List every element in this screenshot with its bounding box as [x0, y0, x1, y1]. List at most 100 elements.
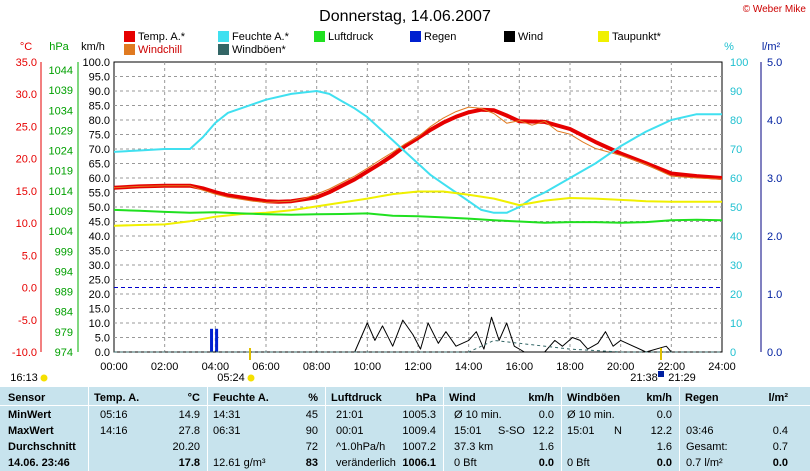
temp-value: 20.20	[172, 441, 200, 453]
humidity-unit-header: %	[308, 392, 318, 404]
wind-value: 0.0	[538, 409, 554, 421]
divider	[443, 387, 444, 471]
wind-tick-label: 20.0	[89, 289, 110, 301]
pressure-tick-label: 1039	[49, 85, 73, 97]
temp-tick-label: -5.0	[18, 315, 37, 327]
humidity-value: 90	[305, 425, 318, 437]
time-tick-label: 18:00	[556, 361, 584, 373]
sunset-time: 21:38	[630, 372, 658, 384]
wind-tick-label: 85.0	[89, 101, 110, 113]
weather-chart: Donnerstag, 14.06.2007 © Weber Mike Temp. …	[10, 4, 806, 384]
time-tick-label: 16:00	[506, 361, 534, 373]
pressure-tick-label: 974	[55, 347, 73, 359]
wind-tick-label: 80.0	[89, 115, 110, 127]
humidity-tick-label: 0	[730, 347, 736, 359]
legend-swatch	[124, 44, 135, 55]
temp-tick-label: 25.0	[16, 121, 37, 133]
rain-value: 0.7	[772, 441, 788, 453]
gust-value: 1.6	[656, 441, 672, 453]
pressure-tick-label: 999	[55, 246, 73, 258]
wind-tick-label: 90.0	[89, 86, 110, 98]
rain-tick-label: 0.0	[767, 347, 782, 359]
series-line	[113, 208, 723, 224]
wind-axis-title: km/h	[81, 41, 105, 53]
gust-label: 0 Bft	[567, 457, 590, 469]
stats-row-label: MaxWert	[8, 425, 54, 437]
legend-label: Regen	[424, 31, 456, 43]
rain-tick-label: 3.0	[767, 173, 782, 185]
wind-tick-label: 50.0	[89, 202, 110, 214]
humidity-value: 83	[305, 457, 318, 469]
rain-label: 03:46	[686, 425, 714, 437]
time-tick-label: 00:00	[100, 361, 128, 373]
rain-label: 0.7 l/m²	[686, 457, 723, 469]
rain-bar	[215, 328, 219, 352]
temp-value: 27.8	[178, 425, 200, 437]
stats-row-label: 14.06. 23:46	[8, 457, 70, 469]
pressure-tick-label: 1024	[49, 146, 73, 158]
wind-tick-label: 45.0	[89, 217, 110, 229]
gust-direction: N	[614, 425, 622, 437]
humidity-value: 45	[305, 409, 318, 421]
rain-bar	[210, 328, 214, 352]
humidity-tick-label: 60	[730, 173, 742, 185]
legend-label: Windchill	[138, 44, 182, 56]
pressure-tick-label: 989	[55, 287, 73, 299]
rain-header: Regen	[685, 392, 719, 404]
gust-value: 0.0	[656, 409, 672, 421]
pressure-value: 1009.4	[402, 425, 436, 437]
wind-value: 12.2	[532, 425, 554, 437]
temp-unit-header: °C	[187, 392, 200, 404]
wind-tick-label: 30.0	[89, 260, 110, 272]
humidity-time: 14:31	[213, 409, 241, 421]
pressure-unit-header: hPa	[415, 392, 436, 404]
temp-tick-label: 35.0	[16, 57, 37, 69]
wind-tick-label: 75.0	[89, 130, 110, 142]
sensor-header: Sensor	[8, 392, 46, 404]
sunrise-time: 05:24	[217, 372, 245, 384]
rain-tick-label: 2.0	[767, 231, 782, 243]
gust-header: Windböen	[567, 392, 621, 404]
temp-tick-label: 10.0	[16, 218, 37, 230]
series-line	[114, 316, 722, 353]
rain-tick-label: 5.0	[767, 57, 782, 69]
rain-value: 0.0	[772, 457, 788, 469]
pressure-tick-label: 1004	[49, 226, 73, 238]
divider	[325, 387, 326, 471]
humidity-tick-label: 10	[730, 318, 742, 330]
divider	[207, 387, 208, 471]
legend-swatch	[504, 31, 515, 42]
temp-value: 17.8	[178, 457, 200, 469]
wind-header: Wind	[449, 392, 476, 404]
rain-label: Gesamt:	[686, 441, 728, 453]
time-tick-label: 12:00	[404, 361, 432, 373]
wind-tick-label: 25.0	[89, 275, 110, 287]
time-tick-label: 08:00	[303, 361, 331, 373]
humidity-tick-label: 20	[730, 289, 742, 301]
legend-label: Feuchte A.*	[232, 31, 290, 43]
wind-direction: S-SO	[498, 425, 525, 437]
humidity-tick-label: 100	[730, 57, 748, 69]
gust-label: Ø 10 min.	[567, 409, 615, 421]
pressure-time: 21:01	[336, 409, 364, 421]
wind-tick-label: 10.0	[89, 318, 110, 330]
legend-label: Wind	[518, 31, 543, 43]
legend-label: Temp. A.*	[138, 31, 186, 43]
chart-title: Donnerstag, 14.06.2007	[319, 8, 491, 25]
wind-tick-label: 100.0	[82, 57, 110, 69]
wind-tick-label: 0.0	[95, 347, 110, 359]
divider	[561, 387, 562, 471]
wind-tick-label: 40.0	[89, 231, 110, 243]
wind-unit-header: km/h	[528, 392, 554, 404]
moonrise-time: 16:13	[10, 372, 38, 384]
wind-label: Ø 10 min.	[454, 409, 502, 421]
wind-tick-label: 5.0	[95, 333, 110, 345]
wind-tick-label: 70.0	[89, 144, 110, 156]
wind-value: 1.6	[538, 441, 554, 453]
legend-swatch	[124, 31, 135, 42]
time-tick-label: 04:00	[202, 361, 230, 373]
pressure-value: 1007.2	[402, 441, 436, 453]
rain-tick-label: 1.0	[767, 289, 782, 301]
legend-label: Windböen*	[232, 44, 287, 56]
legend-label: Luftdruck	[328, 31, 374, 43]
